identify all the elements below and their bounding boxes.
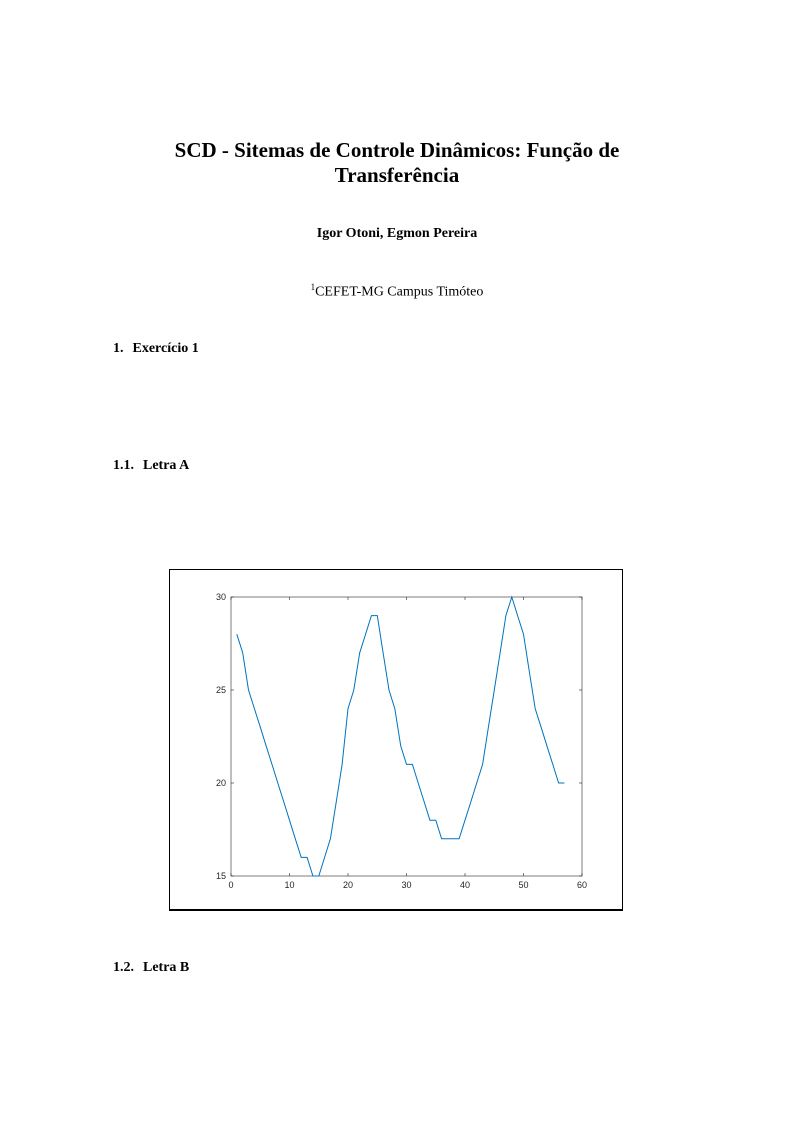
paper-title: SCD - Sitemas de Controle Dinâmicos: Fun… <box>0 138 794 188</box>
section-title: Letra B <box>143 960 190 975</box>
title-line-1: SCD - Sitemas de Controle Dinâmicos: Fun… <box>174 138 620 162</box>
title-line-2: Transferência <box>334 163 460 187</box>
x-tick-label: 40 <box>460 880 470 890</box>
x-tick-label: 30 <box>401 880 411 890</box>
line-chart: 0 10 20 30 40 50 60 15 20 25 30 <box>216 592 587 890</box>
section-title: Exercício 1 <box>132 341 199 356</box>
affiliation: 1CEFET-MG Campus Timóteo <box>0 282 794 301</box>
plot-area <box>230 596 583 877</box>
x-tick-label: 10 <box>284 880 294 890</box>
y-tick-label: 25 <box>216 685 226 695</box>
x-tick-label: 60 <box>577 880 587 890</box>
section-number: 1.2. <box>113 960 134 975</box>
authors: Igor Otoni, Egmon Pereira <box>316 226 478 241</box>
section-title: Letra A <box>143 458 190 473</box>
affiliation-text: CEFET-MG Campus Timóteo <box>315 284 484 300</box>
data-series-line <box>236 595 565 877</box>
y-tick-label: 15 <box>216 871 226 881</box>
affiliation-mark: 1 <box>310 282 316 292</box>
y-tick-label: 30 <box>216 592 226 602</box>
x-tick-label: 20 <box>343 880 353 890</box>
figure: 0 10 20 30 40 50 60 15 20 25 30 <box>169 569 623 911</box>
subsection-heading: 1.2. Letra B <box>113 960 189 976</box>
section-number: 1.1. <box>113 458 134 473</box>
section-number: 1. <box>113 341 124 356</box>
y-tick-label: 20 <box>216 778 226 788</box>
subsection-heading: 1.1. Letra A <box>113 458 189 474</box>
x-tick-label: 50 <box>518 880 528 890</box>
section-heading: 1. Exercício 1 <box>113 341 199 357</box>
x-tick-label: 0 <box>228 880 233 890</box>
